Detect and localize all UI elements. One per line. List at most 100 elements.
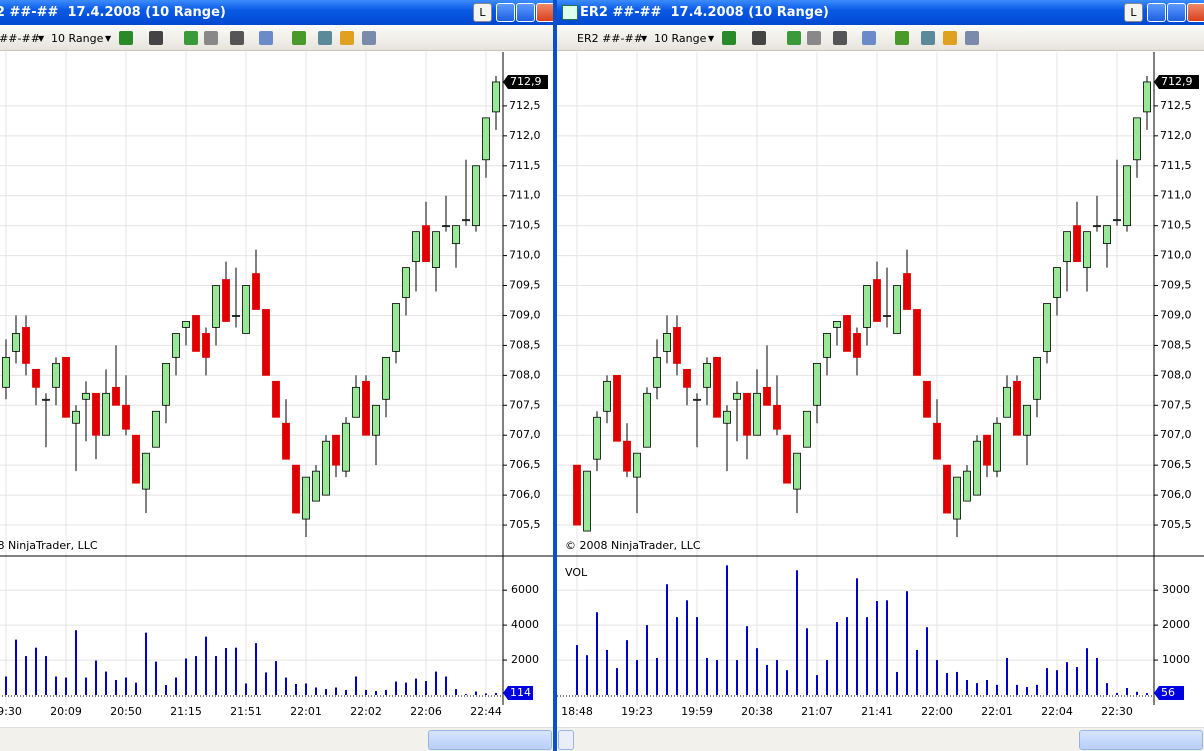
y-tick-label: 712,0 [509,129,541,142]
candle-body [933,422,941,460]
candle-body [262,309,270,376]
candle-body [1033,356,1041,400]
toolbar-icon[interactable] [807,31,821,45]
candle-body [963,470,971,502]
toolbar-icon[interactable] [318,31,332,45]
y-tick-label: 707,5 [509,398,541,411]
toolbar-icon[interactable] [862,31,876,45]
layout-button[interactable]: L [473,3,492,22]
candle-body [713,356,721,418]
candle-body [182,321,190,328]
copyright: © 2008 NinjaTrader, LLC [565,539,701,552]
candle-body [422,225,430,262]
candle-body [623,440,631,472]
y-tick-label: 710,0 [509,249,541,262]
window-title: ER2 ##-## 17.4.2008 (10 Range) [0,5,226,20]
toolbar-icon[interactable] [149,31,163,45]
toolbar-icon[interactable] [965,31,979,45]
candle-body [92,392,100,436]
candle-body [32,368,40,388]
toolbar-icon[interactable] [230,31,244,45]
toolbar-icon[interactable] [184,31,198,45]
y-tick-label: 706,5 [509,458,541,471]
candle-body [813,362,821,406]
dropdown-arrow: ▼ [105,34,112,43]
minimize-button[interactable] [496,3,515,22]
minimize-button[interactable] [1147,3,1166,22]
toolbar-icon[interactable] [340,31,354,45]
candle-body [62,356,70,418]
close-button[interactable] [1187,3,1204,22]
toolbar-icon[interactable] [292,31,306,45]
x-tick-label: 21:07 [801,705,833,718]
period-dropdown[interactable]: 10 Range [51,32,104,45]
toolbar-icon[interactable] [119,31,133,45]
maximize-button[interactable] [516,3,535,22]
scroll-thumb[interactable] [1079,730,1203,750]
y-tick-label: 711,0 [1160,189,1192,202]
toolbar-icon[interactable] [362,31,376,45]
y-tick-label: 708,0 [509,368,541,381]
maximize-button[interactable] [1167,3,1186,22]
candle-body [883,315,891,317]
y-tick-label: 706,5 [1160,458,1192,471]
toolbar-icon[interactable] [722,31,736,45]
x-tick-label: 22:00 [921,705,953,718]
x-tick-label: 22:02 [350,705,382,718]
candle-body [2,356,10,388]
candle-body [953,476,961,520]
toolbar-icon[interactable] [787,31,801,45]
scroll-left-arrow[interactable] [558,730,574,750]
toolbar-icon[interactable] [833,31,847,45]
candle-body [1103,225,1111,245]
y-tick-label: 711,5 [509,159,541,172]
candle-body [312,470,320,502]
x-tick-label: 18:48 [561,705,593,718]
candle-body [142,452,150,490]
window-title: ER2 ##-## 17.4.2008 (10 Range) [580,5,829,20]
toolbar-icon[interactable] [259,31,273,45]
scrollbar[interactable] [557,727,1204,751]
scrollbar[interactable] [0,727,553,751]
candle-body [763,386,771,406]
candle-body [783,434,791,484]
close-button[interactable] [536,3,553,22]
last-volume-label: 114 [510,686,531,699]
candle-body [402,267,410,298]
scroll-thumb[interactable] [428,730,552,750]
y-tick-label: 709,5 [509,279,541,292]
toolbar-icon[interactable] [204,31,218,45]
candle-body [1063,231,1071,262]
toolbar-icon[interactable] [943,31,957,45]
layout-button[interactable]: L [1124,3,1143,22]
toolbar-icon[interactable] [895,31,909,45]
candle-body [653,356,661,388]
candle-body [743,392,751,436]
title-bar: ER2 ##-## 17.4.2008 (10 Range) L [0,0,553,25]
candle-body [1123,165,1131,227]
y-tick-label: 6000 [511,583,539,596]
chart: 19:30 20:09 20:50 21:15 21:51 22:01 22:02 22:06… [0,52,553,718]
candle-body [232,315,240,317]
period-dropdown[interactable]: 10 Range [654,32,707,45]
y-tick-label: 710,0 [1160,249,1192,262]
candle-body [983,434,991,466]
toolbar-icon[interactable] [921,31,935,45]
candle-body [202,333,210,358]
candle-body [392,303,400,352]
candle-body [613,374,621,442]
y-tick-label: 711,0 [509,189,541,202]
candle-body [1113,219,1121,222]
y-tick-label: 710,5 [509,219,541,232]
candle-body [673,327,681,364]
x-tick-label: 21:51 [230,705,262,718]
dropdown-arrow: ▼ [708,34,715,43]
candle-body [432,231,440,268]
instrument-dropdown[interactable]: ER2 ##-## [0,32,40,45]
candle-body [833,321,841,328]
toolbar-icon[interactable] [752,31,766,45]
candle-body [302,476,310,520]
instrument-dropdown[interactable]: ER2 ##-## [577,32,643,45]
x-tick-label: 19:59 [681,705,713,718]
